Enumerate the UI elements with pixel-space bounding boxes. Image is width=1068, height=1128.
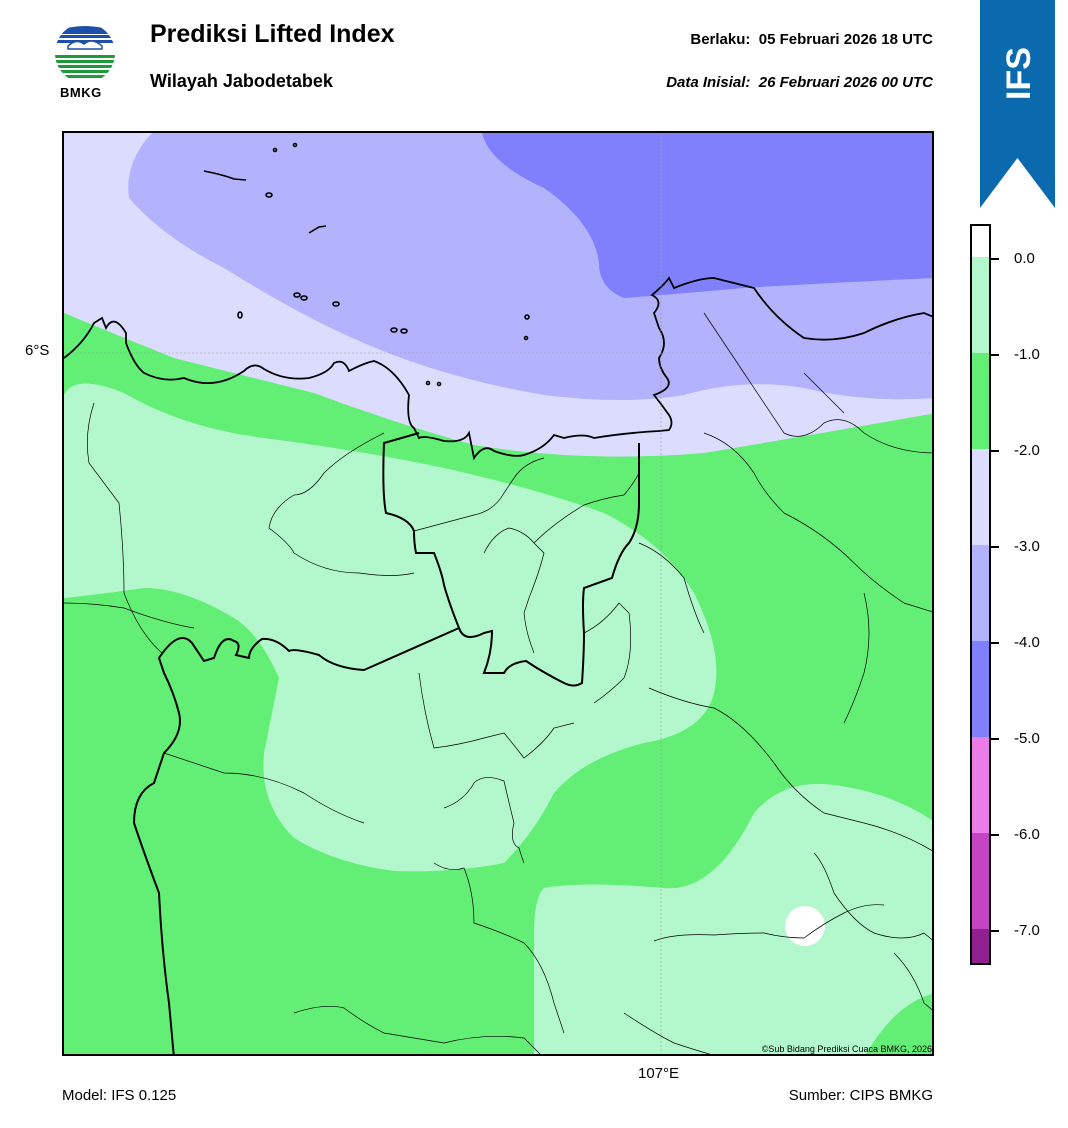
islands bbox=[203, 142, 530, 387]
band-pale-green-1 bbox=[64, 383, 717, 872]
lat-label: 6°S bbox=[25, 342, 50, 359]
colorbar-3-to-4 bbox=[972, 545, 989, 641]
white-spot bbox=[785, 906, 825, 946]
map-credit: ©Sub Bidang Prediksi Cuaca BMKG, 2026 bbox=[761, 1044, 932, 1054]
colorbar-label: -4.0 bbox=[1014, 634, 1040, 651]
band-blue bbox=[482, 133, 932, 298]
init-time: Data Inisial: 26 Februari 2026 00 UTC bbox=[666, 74, 933, 91]
colorbar-label: -6.0 bbox=[1014, 826, 1040, 843]
lifted-index-map bbox=[64, 133, 932, 1054]
init-label: Data Inisial: bbox=[666, 74, 751, 91]
colorbar-5-to-6 bbox=[972, 737, 989, 833]
colorbar-tick bbox=[991, 546, 999, 548]
logo-text: BMKG bbox=[60, 85, 102, 100]
lon-label: 107°E bbox=[638, 1065, 680, 1082]
colorbar-label: 0.0 bbox=[1014, 250, 1035, 267]
province-boundary bbox=[382, 432, 640, 687]
colorbar-label: -5.0 bbox=[1014, 730, 1040, 747]
model-label: Model: IFS 0.125 bbox=[62, 1087, 177, 1104]
colorbar-label: -3.0 bbox=[1014, 538, 1040, 555]
colorbar-tick bbox=[991, 354, 999, 356]
colorbar-tick bbox=[991, 930, 999, 932]
colorbar-below-7 bbox=[972, 929, 989, 963]
colorbar-6-to-7 bbox=[972, 833, 989, 929]
colorbar-2-to-3 bbox=[972, 449, 989, 545]
regency-boundaries bbox=[64, 312, 932, 1054]
ifs-badge-text: IFS bbox=[1000, 47, 1038, 100]
band-pale-green-2 bbox=[533, 783, 932, 1054]
colorbar-label: -7.0 bbox=[1014, 922, 1040, 939]
page-title: Prediksi Lifted Index bbox=[150, 20, 395, 48]
colorbar bbox=[970, 224, 991, 965]
colorbar-above-0 bbox=[972, 226, 989, 257]
colorbar-4-to-5 bbox=[972, 641, 989, 737]
colorbar-tick bbox=[991, 258, 999, 260]
colorbar-label: -1.0 bbox=[1014, 346, 1040, 363]
valid-time-value: 05 Februari 2026 18 UTC bbox=[758, 31, 933, 48]
bmkg-logo bbox=[55, 23, 115, 78]
colorbar-tick bbox=[991, 738, 999, 740]
province-boundary-west bbox=[132, 627, 460, 1054]
region-subtitle: Wilayah Jabodetabek bbox=[150, 71, 333, 91]
valid-time: Berlaku: 05 Februari 2026 18 UTC bbox=[690, 31, 933, 48]
colorbar-tick bbox=[991, 450, 999, 452]
colorbar-label: -2.0 bbox=[1014, 442, 1040, 459]
colorbar-tick bbox=[991, 834, 999, 836]
colorbar-0-to-1 bbox=[972, 257, 989, 353]
map-frame bbox=[62, 131, 934, 1056]
valid-label: Berlaku: bbox=[690, 31, 751, 48]
coastline-north bbox=[64, 276, 932, 461]
colorbar-1-to-2 bbox=[972, 353, 989, 449]
ifs-badge: IFS bbox=[980, 0, 1055, 208]
colorbar-tick bbox=[991, 642, 999, 644]
init-time-value: 26 Februari 2026 00 UTC bbox=[758, 74, 933, 91]
source-label: Sumber: CIPS BMKG bbox=[788, 1087, 933, 1104]
